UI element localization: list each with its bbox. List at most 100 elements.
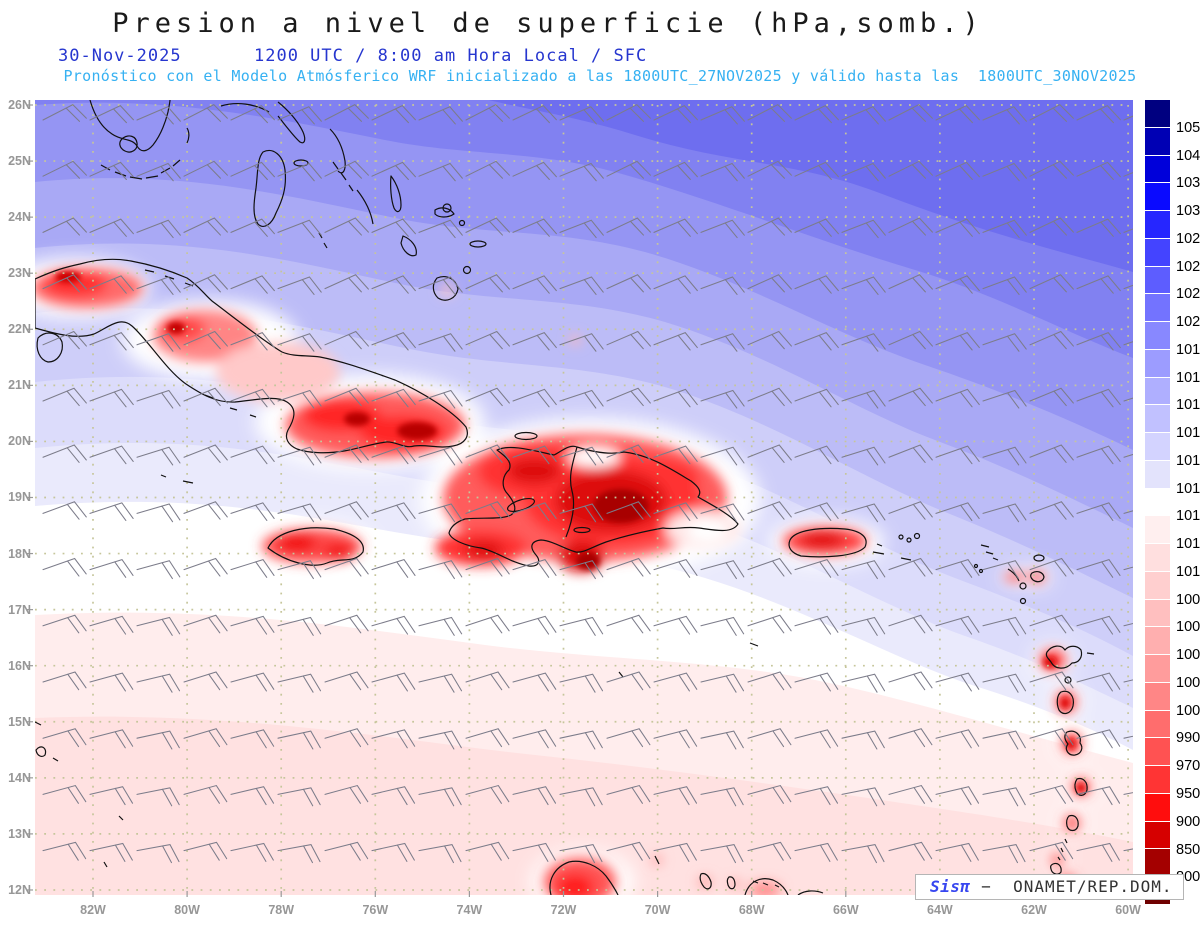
long-island <box>356 189 374 225</box>
guajira-coast <box>549 860 619 895</box>
colorbar-segment <box>1145 488 1170 517</box>
vieques-culebra <box>872 543 885 555</box>
colorbar-segment <box>1145 682 1170 711</box>
lon-tick-label: 76W <box>362 903 389 917</box>
lon-tick-label: 74W <box>456 903 483 917</box>
colorbar-segment <box>1145 516 1170 544</box>
andros <box>253 149 287 227</box>
pressure-map <box>27 100 1133 897</box>
colorbar: 1050 1040 1035 1030 1028 1025 1022 1020 1019 1018… <box>1145 100 1200 905</box>
colorbar-label: 1028 <box>1176 230 1200 247</box>
los-roques <box>752 880 780 888</box>
forecast-note: Pronóstico con el Modelo Atmósferico WRF… <box>63 67 1137 85</box>
lat-tick-label: 17N <box>8 602 31 617</box>
anguilla-st-martin <box>980 544 999 561</box>
valid-time: 1200 UTC / 8:00 am Hora Local / SFC <box>254 46 648 66</box>
lon-tick-label: 78W <box>268 903 295 917</box>
marie-galante <box>1064 676 1072 684</box>
colorbar-label: 1022 <box>1176 286 1200 303</box>
watermark-text: − ONAMET/REP.DOM. <box>970 877 1173 896</box>
hispaniola-coast <box>448 445 739 567</box>
antigua <box>1030 571 1045 583</box>
florida-keys <box>100 127 190 180</box>
lat-tick-label: 24N <box>8 210 31 225</box>
st-kitts <box>1007 568 1020 582</box>
statia <box>978 568 984 574</box>
virgin-is-2 <box>906 537 912 543</box>
colorbar-segment <box>1145 460 1170 489</box>
colorbar-label: 1035 <box>1176 175 1200 192</box>
colorbar-segment <box>1145 100 1170 128</box>
st-lucia <box>1074 777 1088 796</box>
colorbar-label: 1013 <box>1176 508 1200 525</box>
colorbar-segment <box>1145 405 1170 433</box>
nevis <box>1019 582 1027 590</box>
cat-island <box>390 175 402 213</box>
martinique <box>1064 730 1083 756</box>
colorbar-segment <box>1145 238 1170 267</box>
colorbar-label: 900 <box>1176 813 1200 830</box>
dominica <box>1056 690 1074 715</box>
colorbar-segment <box>1145 294 1170 322</box>
ragged-cays <box>318 232 328 249</box>
colorbar-label: 1000 <box>1176 702 1200 719</box>
curacao <box>699 872 712 890</box>
barbuda <box>1033 554 1045 562</box>
tortue <box>514 431 538 441</box>
lon-tick-label: 82W <box>80 903 106 917</box>
run-date: 30-Nov-2025 <box>58 46 182 66</box>
lon-tick-label: 68W <box>738 903 765 917</box>
page-title: Presion a nivel de superficie (hPa,somb.… <box>112 8 984 39</box>
colorbar-label: 1020 <box>1176 314 1200 331</box>
turks <box>458 219 466 227</box>
jamaica-coast <box>267 527 364 566</box>
great-inagua <box>432 276 459 301</box>
colorbar-segment <box>1145 266 1170 295</box>
crooked-acklins <box>400 235 417 257</box>
cuba-coast <box>35 258 468 454</box>
colorbar-segment <box>1145 599 1170 628</box>
colorbar-segment <box>1145 211 1170 239</box>
colorbar-segment <box>1145 377 1170 406</box>
colorbar-label: 990 <box>1176 730 1200 747</box>
lat-tick-label: 19N <box>8 490 31 505</box>
lat-tick-label: 23N <box>8 266 31 281</box>
lon-tick-label: 70W <box>644 903 671 917</box>
caicos <box>434 207 455 218</box>
lon-tick-label: 60W <box>1115 903 1141 917</box>
colorbar-label: 1019 <box>1176 341 1200 358</box>
colorbar-segment <box>1145 544 1170 572</box>
lon-tick-label: 80W <box>174 903 200 917</box>
grenadines <box>1057 838 1068 861</box>
colorbar-label: 1016 <box>1176 425 1200 442</box>
colorbar-label: 1008 <box>1176 591 1200 608</box>
colorbar-segment <box>1145 322 1170 350</box>
lon-tick-label: 62W <box>1021 903 1047 917</box>
colorbar-label: 950 <box>1176 786 1200 802</box>
grenada <box>1050 862 1062 875</box>
isla-juventud <box>36 332 63 363</box>
colorbar-segment <box>1145 433 1170 461</box>
pressure-low-blobs <box>35 268 1090 895</box>
haiti-dr-border <box>565 446 578 538</box>
colorbar-label: 1010 <box>1176 563 1200 580</box>
aruba <box>654 855 660 865</box>
virgin-is-3 <box>913 532 921 540</box>
lat-tick-label: 15N <box>8 714 31 729</box>
lon-tick-label: 72W <box>550 903 577 917</box>
colorbar-label: 1050 <box>1176 119 1200 136</box>
colorbar-label: 1014 <box>1176 480 1200 497</box>
colorbar-label: 850 <box>1176 841 1200 858</box>
colorbar-label: 1017 <box>1176 397 1200 414</box>
colorbar-segment <box>1145 155 1170 184</box>
desirade <box>1086 652 1095 655</box>
saona-beata <box>618 642 759 678</box>
lake-enriquillo <box>573 526 591 534</box>
paraguana-coast <box>744 878 824 895</box>
guadeloupe <box>1045 645 1083 669</box>
colorbar-label: 1006 <box>1176 619 1200 636</box>
virgin-is-1 <box>898 534 904 540</box>
colorbar-segment <box>1145 766 1170 794</box>
saba <box>973 563 979 569</box>
colorbar-segment <box>1145 849 1170 877</box>
